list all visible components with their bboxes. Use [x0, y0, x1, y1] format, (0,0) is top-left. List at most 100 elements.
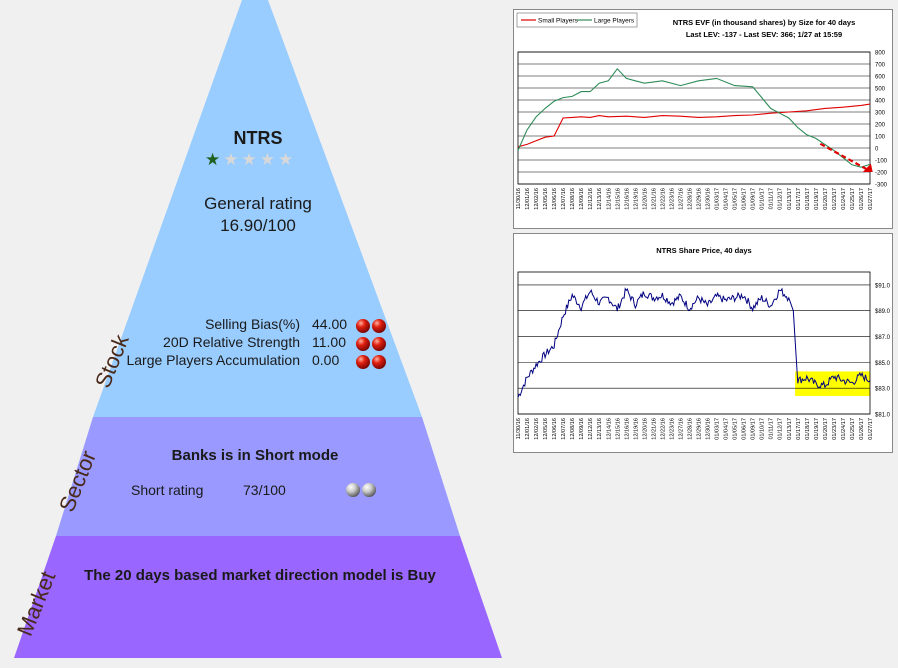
x-tick-label: 12/15/16 — [615, 188, 621, 210]
x-tick-label: 12/02/16 — [534, 188, 540, 210]
grey-ball-icon — [362, 482, 376, 497]
x-tick-label: 12/01/16 — [525, 418, 531, 440]
star-rating: ★★★★★ — [205, 150, 315, 170]
x-tick-label: 01/05/17 — [733, 418, 739, 440]
chart-title: NTRS Share Price, 40 days — [656, 246, 751, 255]
x-tick-label: 01/04/17 — [724, 418, 730, 440]
general-rating-value: 16.90/100 — [220, 216, 296, 235]
x-tick-label: 01/11/17 — [769, 418, 775, 439]
x-tick-label: 01/09/17 — [751, 188, 757, 210]
y-tick-label: $87.0 — [875, 335, 891, 341]
red-ball-icon — [372, 337, 386, 352]
red-ball-icon — [372, 319, 386, 334]
x-tick-label: 12/06/16 — [552, 418, 558, 440]
x-tick-label: 12/05/16 — [543, 188, 549, 210]
x-tick-label: 12/19/16 — [633, 188, 639, 210]
star-empty-icon: ★ — [278, 150, 297, 169]
pyramid — [14, 0, 502, 658]
x-tick-label: 01/25/17 — [850, 188, 856, 210]
x-tick-label: 01/12/17 — [778, 188, 784, 210]
x-tick-label: 12/06/16 — [552, 188, 558, 210]
y-tick-label: $89.0 — [875, 309, 891, 315]
x-tick-label: 12/23/16 — [669, 418, 675, 440]
x-tick-label: 12/14/16 — [606, 418, 612, 440]
market-headline: The 20 days based market direction model… — [84, 567, 436, 584]
sector-balls — [344, 481, 376, 499]
y-tick-label: 500 — [875, 87, 886, 93]
y-tick-label: 0 — [875, 147, 879, 153]
evf-chart: NTRS EVF (in thousand shares) by Size fo… — [516, 12, 888, 210]
x-tick-label: 01/10/17 — [760, 418, 766, 440]
x-tick-label: 01/19/17 — [814, 188, 820, 210]
x-tick-label: 12/19/16 — [633, 418, 639, 440]
x-tick-label: 12/15/16 — [615, 418, 621, 440]
plot-area — [517, 51, 871, 185]
metric-value: 11.00 — [312, 334, 346, 350]
x-tick-label: 01/10/17 — [760, 188, 766, 210]
x-tick-label: 12/09/16 — [579, 418, 585, 440]
sector-rating-value: 73/100 — [243, 482, 286, 498]
x-tick-label: 01/18/17 — [805, 418, 811, 440]
y-tick-label: -200 — [875, 171, 888, 177]
x-tick-label: 12/29/16 — [697, 418, 703, 440]
ticker: NTRS — [233, 128, 283, 148]
y-tick-label: 700 — [875, 63, 886, 69]
x-tick-label: 12/27/16 — [678, 418, 684, 440]
x-tick-label: 12/16/16 — [624, 418, 630, 440]
x-tick-label: 01/19/17 — [814, 418, 820, 440]
x-tick-label: 11/30/16 — [516, 188, 522, 209]
metric-label: Large Players Accumulation — [126, 352, 300, 368]
x-tick-label: 01/17/17 — [796, 188, 802, 210]
x-tick-label: 12/05/16 — [543, 418, 549, 440]
x-tick-label: 01/23/17 — [832, 188, 838, 210]
legend-label: Large Players — [594, 18, 635, 25]
x-tick-label: 12/27/16 — [678, 188, 684, 210]
star-filled-icon: ★ — [205, 150, 224, 169]
red-ball-icon — [356, 319, 370, 334]
x-tick-label: 12/02/16 — [534, 418, 540, 440]
y-tick-label: 600 — [875, 75, 886, 81]
trend-arrow-head — [862, 163, 873, 172]
x-tick-label: 12/12/16 — [588, 418, 594, 440]
x-tick-label: 12/20/16 — [642, 418, 648, 440]
metric-label: Selling Bias(%) — [205, 316, 300, 332]
red-ball-icon — [372, 355, 386, 370]
metric-row: Selling Bias(%) 44.00 — [100, 316, 400, 334]
x-tick-label: 01/13/17 — [787, 418, 793, 440]
x-tick-label: 12/21/16 — [651, 418, 657, 440]
x-tick-label: 12/28/16 — [687, 418, 693, 440]
x-tick-label: 11/30/16 — [516, 418, 522, 439]
x-tick-label: 12/13/16 — [597, 418, 603, 440]
x-tick-label: 01/20/17 — [823, 188, 829, 210]
red-ball-icon — [356, 337, 370, 352]
market-section — [14, 536, 502, 658]
y-tick-label: $83.0 — [875, 387, 891, 393]
x-tick-label: 01/03/17 — [715, 188, 721, 210]
x-tick-label: 12/09/16 — [579, 188, 585, 210]
x-tick-label: 12/16/16 — [624, 188, 630, 210]
star-empty-icon: ★ — [259, 150, 278, 169]
x-tick-label: 12/21/16 — [651, 188, 657, 210]
y-tick-label: 800 — [875, 51, 886, 57]
x-tick-label: 12/28/16 — [687, 188, 693, 210]
x-tick-label: 01/06/17 — [742, 188, 748, 210]
red-ball-icon — [356, 355, 370, 370]
x-tick-label: 01/13/17 — [787, 188, 793, 210]
x-tick-label: 01/20/17 — [823, 418, 829, 440]
legend-label: Small Players — [538, 18, 578, 25]
x-tick-label: 01/24/17 — [841, 418, 847, 440]
grey-ball-icon — [346, 482, 360, 497]
chart-subtitle: Last LEV: -137 - Last SEV: 366; 1/27 at … — [686, 30, 842, 39]
metric-row: Large Players Accumulation 0.00 — [100, 352, 400, 370]
x-tick-label: 01/23/17 — [832, 418, 838, 440]
x-tick-label: 12/07/16 — [561, 188, 567, 210]
sector-rating-label: Short rating — [131, 482, 204, 498]
price-chart-panel: NTRS Share Price, 40 days $91.0 $89.0 $87.0… — [513, 233, 893, 453]
x-tick-label: 12/13/16 — [597, 188, 603, 210]
evf-chart-panel: NTRS EVF (in thousand shares) by Size fo… — [513, 9, 893, 229]
x-tick-label: 01/27/17 — [868, 418, 874, 440]
x-tick-label: 01/09/17 — [751, 418, 757, 440]
x-tick-label: 01/03/17 — [715, 418, 721, 440]
x-tick-label: 12/20/16 — [642, 188, 648, 210]
x-tick-label: 01/17/17 — [796, 418, 802, 440]
